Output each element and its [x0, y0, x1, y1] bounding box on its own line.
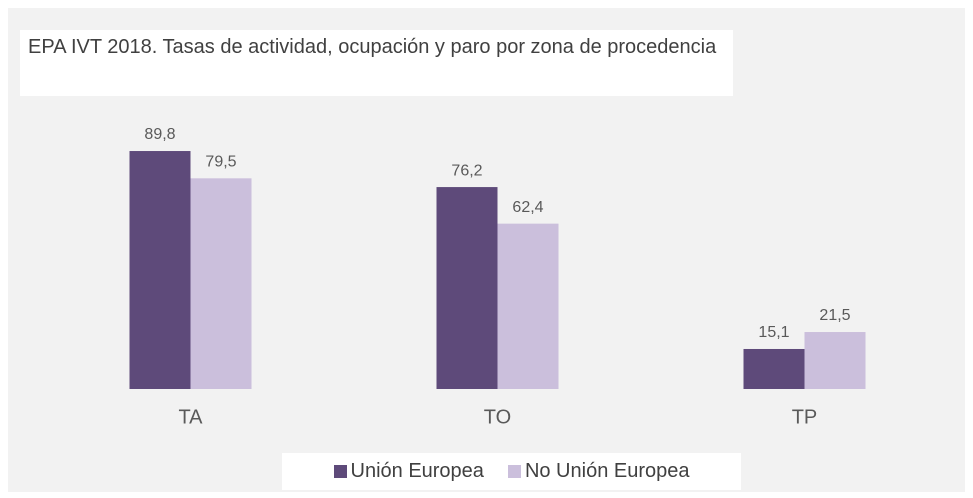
value-label: 89,8 [144, 126, 175, 143]
bar [190, 178, 252, 389]
bar [804, 332, 866, 389]
legend-swatch [333, 465, 347, 478]
legend: Unión Europea No Unión Europea [282, 453, 741, 490]
legend-label: Unión Europea [350, 460, 484, 482]
bar [129, 151, 191, 389]
x-tick-label: TO [484, 406, 511, 428]
value-label: 21,5 [819, 307, 850, 324]
x-tick-label: TP [792, 406, 818, 428]
chart-title: EPA IVT 2018. Tasas de actividad, ocupac… [20, 30, 733, 96]
bar [497, 223, 559, 389]
bar [743, 348, 805, 389]
legend-swatch [507, 465, 521, 478]
legend-item: Unión Europea [333, 460, 484, 483]
legend-item: No Unión Europea [507, 460, 690, 483]
value-label: 62,4 [512, 199, 543, 216]
value-label: 76,2 [451, 162, 482, 179]
bar [436, 187, 498, 389]
value-label: 15,1 [758, 324, 789, 341]
x-tick-label: TA [178, 406, 203, 428]
value-label: 79,5 [205, 154, 236, 171]
legend-label: No Unión Europea [524, 460, 690, 482]
